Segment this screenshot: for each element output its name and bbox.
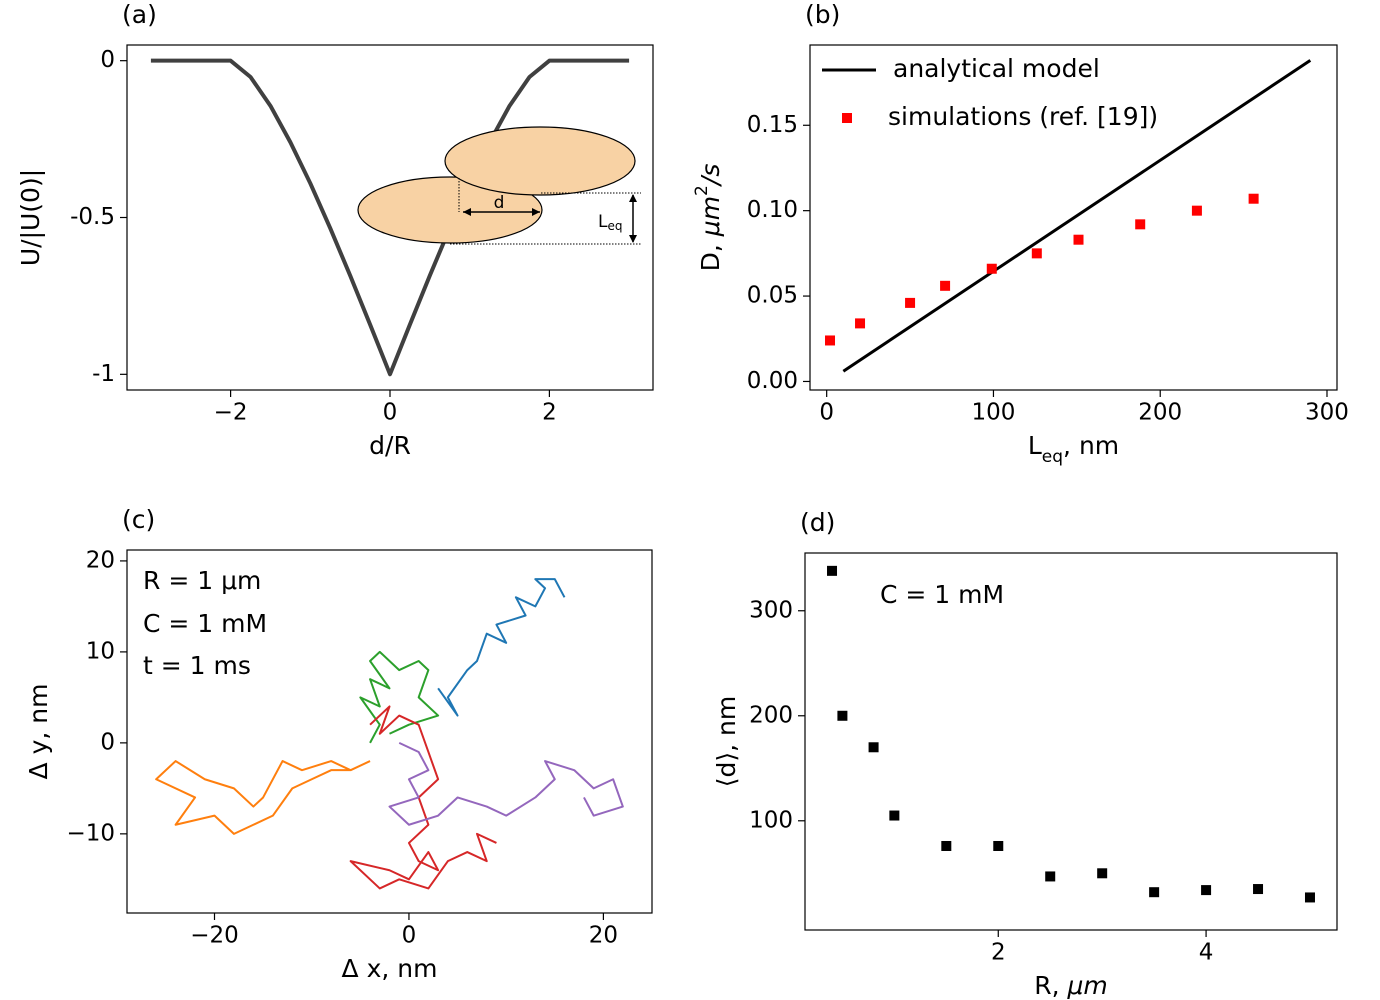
legend-label: simulations (ref. [19]) [888, 102, 1158, 131]
marker [1191, 205, 1202, 216]
y-axis-label: ⟨d⟩, nm [712, 696, 741, 787]
plot-frame [804, 552, 1338, 931]
marker [855, 318, 866, 329]
plot-frame [809, 44, 1338, 391]
y-tick-label: 10 [86, 638, 115, 664]
y-tick-label: -1 [92, 361, 115, 387]
marker [868, 742, 879, 753]
marker [1149, 887, 1160, 898]
panel-title: (a) [122, 0, 157, 29]
line [150, 58, 630, 377]
x-axis-label: d/R [369, 431, 411, 460]
y-tick-label: 0 [100, 47, 115, 73]
marker [941, 840, 952, 851]
marker [1201, 885, 1212, 896]
x-tick-label: 300 [1305, 400, 1349, 426]
marker [889, 810, 900, 821]
inset-label: Leq [598, 212, 622, 233]
legend-swatch [842, 113, 852, 123]
x-tick-label: 20 [589, 923, 618, 949]
x-tick-label: 2 [542, 400, 557, 426]
inset-label-sub: eq [607, 219, 622, 233]
annotation: C = 1 mM [143, 609, 267, 638]
y-axis-label-part: D, [696, 236, 725, 271]
x-axis-label-part: eq [1042, 447, 1063, 467]
x-axis-label-part: , nm [1063, 431, 1119, 460]
marker [1045, 871, 1056, 882]
annotation: R = 1 μm [143, 566, 261, 595]
marker [986, 263, 997, 274]
x-tick-label: 100 [971, 400, 1015, 426]
x-tick-label: −2 [214, 400, 248, 426]
line [349, 705, 497, 890]
x-tick-label: 4 [1199, 940, 1214, 966]
y-tick-label: 0.10 [747, 197, 798, 223]
y-tick-label: 100 [749, 807, 793, 833]
marker [1097, 868, 1108, 879]
line [388, 741, 624, 826]
plots: (a)−2 0 20-0.5-1d/RU/|U(0)|(b)0 100 200 3000.… [16, 0, 1349, 1000]
x-tick-label: −20 [190, 923, 239, 949]
y-tick-label: −10 [66, 820, 115, 846]
y-tick-label: 200 [749, 702, 793, 728]
marker [825, 335, 836, 346]
line [842, 59, 1312, 373]
particle [357, 176, 543, 244]
y-tick-label: 0.05 [747, 283, 798, 309]
arrowheads [463, 208, 540, 216]
x-tick-label: 200 [1138, 400, 1182, 426]
y-axis-label-part: /s [696, 164, 725, 187]
marker [993, 840, 1004, 851]
y-axis-label-part: 2 [692, 185, 712, 196]
marker [1031, 248, 1042, 259]
y-tick-label: 300 [749, 597, 793, 623]
marker [1135, 219, 1146, 230]
marker [940, 280, 951, 291]
panel-title: (d) [800, 508, 835, 537]
line [359, 650, 440, 744]
panel-title: (b) [805, 0, 840, 29]
marker [1304, 892, 1315, 903]
annotation: C = 1 mM [880, 580, 1004, 609]
marker [827, 565, 838, 576]
x-axis-label-part: R, [1034, 971, 1067, 1000]
y-tick-label: 0.00 [747, 368, 798, 394]
inset-label: L [598, 212, 608, 232]
plot-frame [126, 549, 653, 914]
x-axis-label: Leq, nm [1028, 431, 1119, 467]
x-tick-label: 2 [991, 940, 1006, 966]
marker [1253, 884, 1264, 895]
y-tick-label: 0 [100, 729, 115, 755]
y-tick-label: 20 [86, 547, 115, 573]
panel-title: (c) [122, 505, 155, 534]
x-tick-label: 0 [402, 923, 417, 949]
x-axis-label: Δ x, nm [342, 954, 438, 983]
x-axis-label-part: μm [1067, 971, 1108, 1000]
marker [905, 297, 916, 308]
inset-label: d [494, 193, 505, 213]
line [155, 760, 371, 835]
y-axis-label: D, μm2/s [692, 164, 725, 272]
legend-label: analytical model [893, 54, 1100, 83]
line [437, 578, 566, 717]
x-axis-label-part: L [1028, 431, 1042, 460]
inset-diagram: d Leq [357, 126, 641, 245]
x-axis-label: R, μm [1034, 971, 1108, 1000]
marker [837, 710, 848, 721]
y-tick-label: -0.5 [70, 204, 115, 230]
x-tick-label: 0 [383, 400, 398, 426]
marker [1248, 193, 1259, 204]
marker [1073, 234, 1084, 245]
annotation: t = 1 ms [143, 651, 251, 680]
plot-frame [126, 44, 654, 391]
y-axis-label: Δ y, nm [24, 684, 53, 780]
x-tick-label: 0 [819, 400, 834, 426]
y-axis-label: U/|U(0)| [16, 169, 45, 266]
y-axis-label-part: μm [696, 196, 725, 237]
particle [444, 126, 636, 196]
y-tick-label: 0.15 [747, 112, 798, 138]
